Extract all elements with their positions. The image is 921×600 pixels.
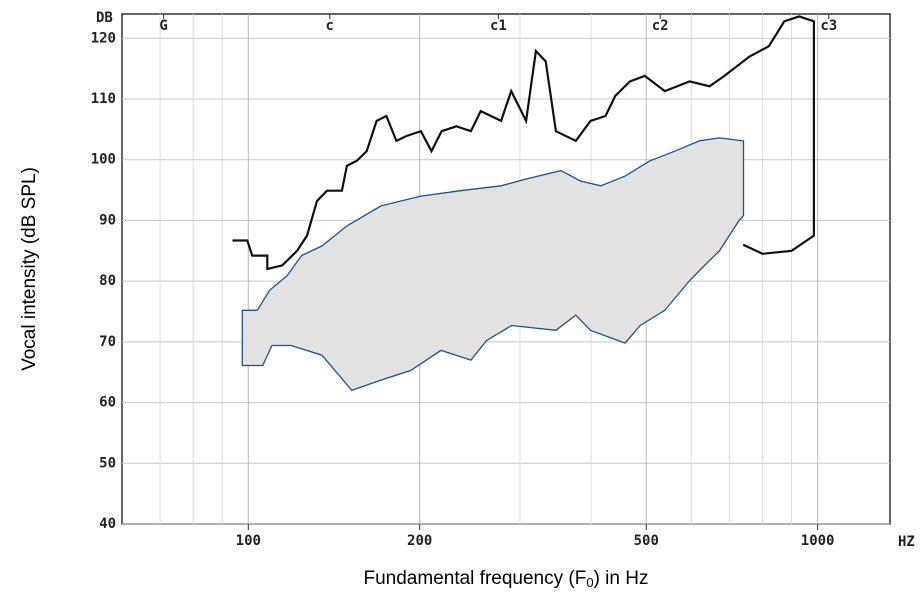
x-label-text: Fundamental frequency (F — [364, 568, 587, 589]
y-tick-label: 70 — [99, 334, 116, 350]
chart: Vocal intensity (dB SPL) Fundamental fre… — [0, 0, 921, 595]
x-tick-label: 500 — [634, 533, 659, 549]
x-label-tail: ) in Hz — [594, 568, 649, 589]
note-label: c3 — [820, 18, 837, 34]
x-tick-label: 100 — [236, 533, 261, 549]
y-tick-label: 110 — [91, 91, 116, 107]
y-tick-label: 120 — [91, 30, 116, 46]
note-label: c2 — [652, 18, 669, 34]
y-unit: DB — [96, 10, 113, 26]
y-tick-label: 50 — [99, 455, 116, 471]
y-tick-label: 80 — [99, 273, 116, 289]
x-axis-label: Fundamental frequency (F0) in Hz — [364, 568, 649, 590]
x-unit: HZ — [898, 534, 915, 550]
x-label-subscript: 0 — [586, 575, 593, 590]
y-axis-label: Vocal intensity (dB SPL) — [19, 167, 40, 371]
x-tick-label: 1000 — [801, 533, 835, 549]
y-tick-label: 90 — [99, 212, 116, 228]
y-tick-label: 100 — [91, 152, 116, 168]
y-tick-label: 40 — [99, 516, 116, 532]
x-tick-label: 200 — [407, 533, 432, 549]
y-tick-label: 60 — [99, 395, 116, 411]
note-label: c1 — [490, 18, 507, 34]
note-label: c — [326, 18, 334, 34]
note-label: G — [159, 18, 167, 34]
